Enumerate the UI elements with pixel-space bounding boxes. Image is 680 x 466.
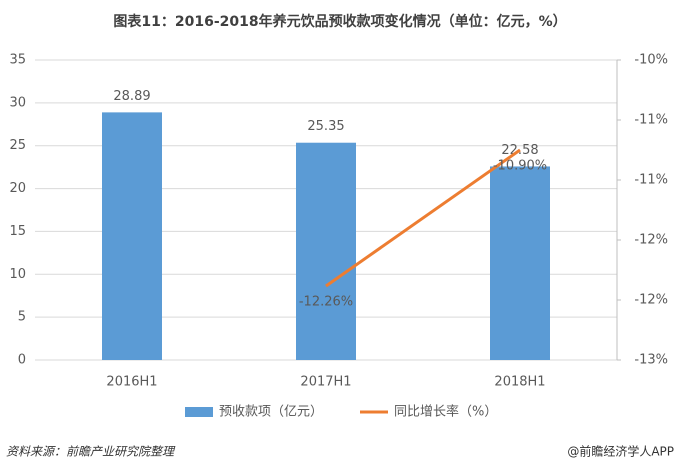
y2-tick-label: -13%: [634, 353, 668, 368]
y-tick-label: 5: [18, 310, 26, 325]
line-value-label: -10.90%: [493, 159, 547, 174]
x-tick-label: 2016H1: [106, 375, 157, 390]
line: [325, 148, 521, 288]
line-value-label: -12.26%: [299, 295, 353, 310]
y-tick-label: 25: [9, 138, 26, 153]
y-tick-label: 10: [9, 267, 26, 282]
bar: [490, 166, 550, 360]
y-tick-label: 30: [9, 95, 26, 110]
chart-title: 图表11：2016-2018年养元饮品预收款项变化情况（单位：亿元，%）: [113, 13, 566, 30]
x-tick-label: 2018H1: [494, 375, 545, 390]
y2-tick-label: -12%: [634, 293, 668, 308]
y2-tick-label: -11%: [634, 113, 668, 128]
legend-swatch: [185, 407, 213, 417]
y-tick-label: 15: [9, 224, 26, 239]
y-tick-label: 35: [9, 53, 26, 68]
y2-tick-label: -11%: [634, 173, 668, 188]
y2-tick-label: -12%: [634, 233, 668, 248]
bar: [296, 142, 356, 360]
bar-value-label: 25.35: [307, 119, 344, 134]
legend-label: 同比增长率（%）: [394, 404, 497, 420]
y-tick-label: 0: [18, 353, 26, 368]
x-tick-label: 2017H1: [300, 375, 351, 390]
credit: @前瞻经济学人APP: [567, 444, 674, 459]
source: 资料来源：前瞻产业研究院整理: [6, 445, 176, 459]
y2-tick-label: -10%: [634, 53, 668, 68]
bar: [102, 112, 162, 360]
y-tick-label: 20: [9, 181, 26, 196]
legend-label: 预收款项（亿元）: [219, 405, 323, 420]
bar-value-label: 28.89: [113, 89, 150, 104]
